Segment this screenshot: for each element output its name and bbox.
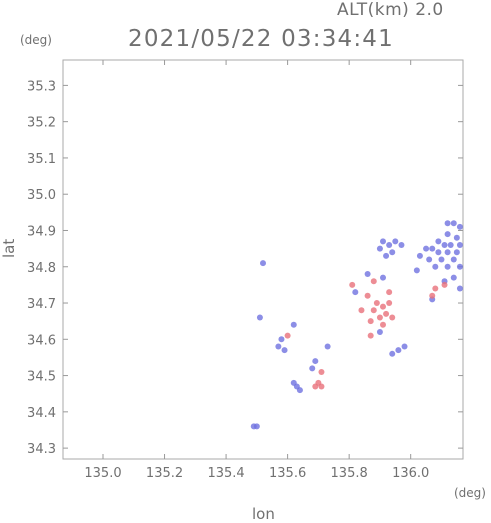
data-point — [380, 321, 386, 328]
data-point — [380, 274, 386, 281]
data-point — [453, 249, 460, 256]
data-point — [383, 310, 390, 317]
y-tick-label: 34.9 — [27, 224, 56, 239]
data-point — [376, 329, 383, 336]
data-point — [367, 318, 374, 325]
data-point — [386, 241, 393, 248]
data-point — [444, 220, 451, 227]
x-axis-label: lon — [252, 505, 275, 523]
data-point — [376, 245, 383, 252]
y-tick-label: 35.2 — [27, 116, 56, 131]
data-point — [281, 347, 288, 354]
data-point — [383, 252, 390, 259]
data-point — [416, 252, 423, 259]
data-point — [389, 350, 396, 357]
data-point — [438, 256, 445, 263]
x-tick-label: 136.0 — [392, 466, 429, 481]
data-point — [441, 241, 448, 248]
plot-frame — [62, 59, 464, 460]
data-point — [395, 347, 402, 354]
x-tick-label: 135.2 — [146, 466, 183, 481]
data-point — [364, 292, 371, 299]
data-point — [312, 358, 319, 365]
data-point — [389, 249, 396, 256]
data-point — [380, 303, 386, 310]
data-point — [444, 249, 451, 256]
data-point — [380, 238, 386, 245]
data-point — [447, 241, 454, 248]
data-point — [352, 289, 359, 296]
data-point — [435, 249, 442, 256]
data-point — [290, 379, 297, 386]
data-marks — [250, 220, 463, 430]
data-point — [370, 307, 377, 314]
data-point — [349, 281, 356, 288]
data-point — [456, 285, 463, 292]
data-point — [373, 300, 380, 307]
data-point — [450, 256, 457, 263]
data-point — [450, 274, 457, 281]
x-unit-label: (deg) — [454, 486, 486, 500]
x-tick-label: 135.4 — [207, 466, 244, 481]
data-point — [324, 343, 331, 350]
data-point — [432, 263, 439, 270]
y-unit-label: (deg) — [20, 33, 52, 47]
data-point — [450, 220, 457, 227]
data-point — [364, 271, 371, 278]
y-tick-label: 34.7 — [27, 297, 56, 312]
y-tick-label: 34.5 — [27, 370, 56, 385]
data-point — [296, 387, 303, 394]
data-point — [290, 321, 297, 328]
data-point — [386, 300, 393, 307]
data-point — [435, 238, 442, 245]
data-point — [398, 241, 405, 248]
data-point — [278, 336, 285, 343]
data-point — [376, 314, 383, 321]
data-point — [253, 423, 260, 430]
data-point — [275, 343, 282, 350]
data-point — [413, 267, 420, 274]
data-point — [256, 314, 263, 321]
data-point — [312, 383, 319, 390]
x-tick-label: 135.0 — [84, 466, 121, 481]
data-point — [456, 241, 463, 248]
data-point — [423, 245, 430, 252]
data-point — [389, 314, 396, 321]
data-point — [392, 238, 399, 245]
data-point — [426, 256, 433, 263]
axis-ticks: 135.0 135.2 135.4 135.6 135.8 136.0 34.3 34.4 34… — [27, 60, 463, 481]
data-point — [386, 289, 393, 296]
data-point — [456, 223, 463, 230]
y-tick-label: 35.1 — [27, 152, 56, 167]
x-tick-label: 135.6 — [269, 466, 306, 481]
data-point — [444, 263, 451, 270]
data-point — [444, 231, 451, 238]
data-point — [358, 307, 365, 314]
data-point — [284, 332, 291, 339]
altitude-label: ALT(km) 2.0 — [337, 0, 444, 20]
data-point — [367, 332, 374, 339]
data-point — [318, 383, 325, 390]
data-point — [456, 263, 463, 270]
data-point — [441, 281, 448, 288]
data-point — [453, 234, 460, 241]
y-tick-label: 34.6 — [27, 333, 56, 348]
y-tick-label: 34.4 — [27, 406, 56, 421]
data-point — [432, 285, 439, 292]
y-tick-label: 34.3 — [27, 442, 56, 457]
data-point — [429, 245, 436, 252]
data-point — [401, 343, 408, 350]
data-point — [309, 365, 316, 372]
data-point — [370, 278, 377, 285]
y-tick-label: 35.0 — [27, 188, 56, 203]
data-point — [429, 292, 436, 299]
data-point — [318, 368, 325, 375]
timestamp-title: 2021/05/22 03:34:41 — [128, 26, 394, 52]
y-tick-label: 35.3 — [27, 79, 56, 94]
y-tick-label: 34.8 — [27, 261, 56, 276]
x-tick-label: 135.8 — [331, 466, 368, 481]
data-point — [260, 260, 266, 267]
